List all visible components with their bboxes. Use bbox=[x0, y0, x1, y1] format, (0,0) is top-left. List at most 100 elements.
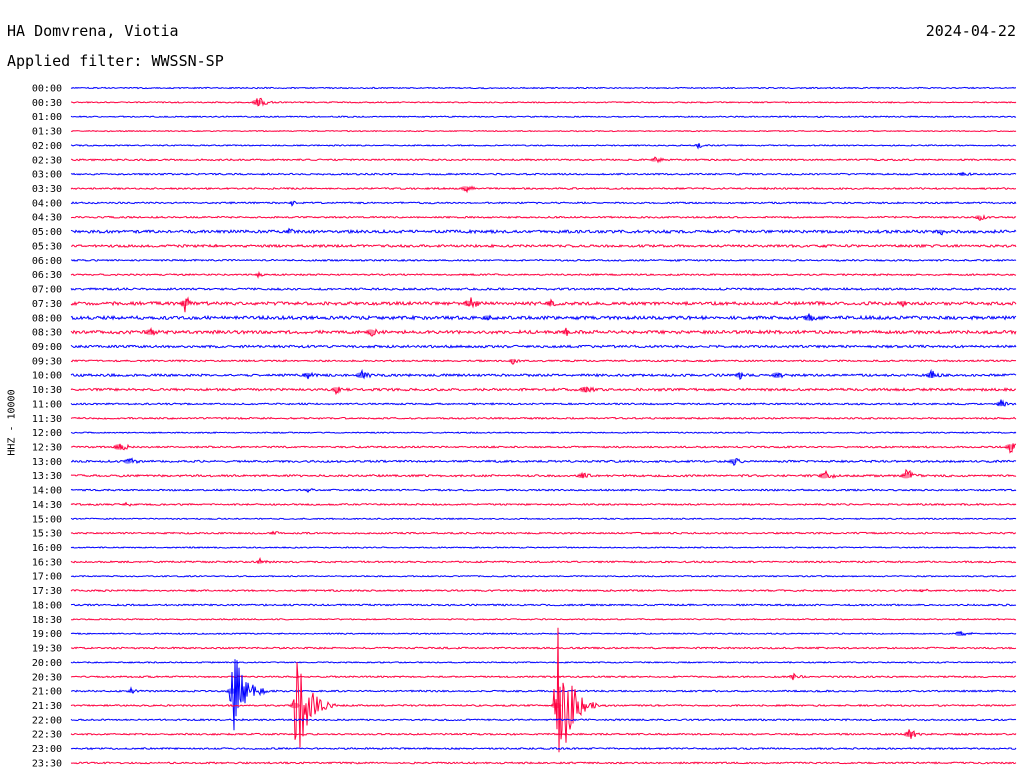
trace-row bbox=[70, 115, 1017, 119]
row-time-label: 15:30 bbox=[32, 529, 62, 540]
trace-row bbox=[70, 287, 1017, 291]
row-time-label: 17:00 bbox=[32, 572, 62, 583]
seismic-event-marker bbox=[974, 215, 982, 219]
seismic-event-marker bbox=[364, 329, 376, 335]
seismic-event-marker bbox=[650, 158, 658, 162]
row-time-label: 12:30 bbox=[32, 443, 62, 454]
row-time-label: 11:00 bbox=[32, 399, 62, 410]
seismic-event-marker bbox=[545, 301, 555, 306]
row-time-label: 03:00 bbox=[32, 170, 62, 181]
filter-label: Applied filter: WWSSN-SP bbox=[7, 52, 224, 70]
row-time-label: 00:30 bbox=[32, 98, 62, 109]
trace-row bbox=[71, 258, 1017, 263]
seismic-event-marker bbox=[144, 329, 156, 335]
trace-row bbox=[70, 214, 1017, 222]
row-time-label: 05:00 bbox=[32, 227, 62, 238]
seismic-event-marker bbox=[771, 372, 782, 378]
trace-row bbox=[70, 296, 1017, 313]
seismic-event-marker bbox=[561, 329, 570, 335]
row-time-label: 01:30 bbox=[32, 127, 62, 138]
seismic-event-marker bbox=[121, 503, 128, 506]
row-time-label: 05:30 bbox=[32, 241, 62, 252]
seismic-event-marker bbox=[995, 401, 1005, 407]
trace-row bbox=[70, 457, 1017, 467]
seismic-event-marker bbox=[304, 488, 310, 492]
row-time-label: 20:00 bbox=[32, 658, 62, 669]
row-time-label: 11:30 bbox=[32, 414, 62, 425]
seismic-event-marker bbox=[331, 387, 341, 392]
trace-row bbox=[70, 672, 1017, 681]
trace-row bbox=[70, 546, 1017, 549]
seismic-event-marker bbox=[918, 589, 925, 592]
seismic-event-marker bbox=[269, 531, 276, 535]
row-time-label: 04:00 bbox=[32, 198, 62, 209]
row-time-label: 08:30 bbox=[32, 328, 62, 339]
trace-row bbox=[70, 270, 1017, 279]
seismic-event-marker bbox=[898, 301, 908, 306]
trace-row bbox=[70, 588, 1017, 593]
seismic-event-marker bbox=[355, 372, 367, 378]
row-time-label: 14:00 bbox=[32, 486, 62, 497]
trace-row bbox=[70, 646, 1017, 650]
row-time-label: 20:30 bbox=[32, 672, 62, 683]
row-time-label: 19:00 bbox=[32, 629, 62, 640]
seismic-event-marker bbox=[256, 560, 264, 564]
trace-row bbox=[70, 661, 1017, 664]
seismic-event-marker bbox=[251, 99, 263, 106]
record-date: 2024-04-22 bbox=[925, 22, 1016, 40]
row-time-label: 23:00 bbox=[32, 744, 62, 755]
row-time-label: 21:00 bbox=[32, 687, 62, 698]
trace-row bbox=[70, 185, 1016, 194]
trace-row bbox=[70, 143, 1017, 150]
trace-row bbox=[70, 86, 1017, 90]
trace-row bbox=[70, 517, 1017, 521]
seismic-event-marker bbox=[925, 372, 937, 378]
seismic-event-marker bbox=[788, 675, 796, 679]
row-time-label: 10:30 bbox=[32, 385, 62, 396]
row-time-label: 18:30 bbox=[32, 615, 62, 626]
trace-row bbox=[70, 574, 1017, 578]
trace-row bbox=[70, 501, 1017, 507]
row-time-label: 00:00 bbox=[32, 84, 62, 95]
seismic-event-marker bbox=[958, 172, 967, 176]
row-time-label: 12:00 bbox=[32, 428, 62, 439]
row-time-label: 17:30 bbox=[32, 586, 62, 597]
trace-row bbox=[70, 386, 1017, 396]
seismic-event-marker bbox=[695, 144, 701, 147]
trace-row bbox=[70, 530, 1017, 535]
seismic-event-marker bbox=[1004, 444, 1016, 450]
trace-row bbox=[70, 313, 1017, 322]
seismic-event-marker bbox=[508, 359, 516, 363]
seismic-event-marker bbox=[302, 372, 312, 378]
trace-row bbox=[70, 358, 1017, 365]
row-time-label: 14:30 bbox=[32, 500, 62, 511]
trace-row bbox=[70, 746, 1017, 751]
seismic-event-marker bbox=[728, 459, 737, 464]
seismic-event-marker bbox=[936, 229, 945, 234]
trace-row bbox=[70, 729, 1017, 739]
seismic-event-marker bbox=[482, 315, 492, 321]
seismic-event-marker bbox=[127, 689, 135, 693]
trace-row bbox=[70, 431, 1017, 434]
seismic-event-marker bbox=[123, 459, 133, 464]
row-time-label: 16:00 bbox=[32, 543, 62, 554]
row-time-label: 09:30 bbox=[32, 356, 62, 367]
trace-row bbox=[70, 557, 1017, 565]
seismic-event-marker bbox=[288, 201, 295, 205]
row-time-label: 18:00 bbox=[32, 600, 62, 611]
trace-row bbox=[70, 156, 1017, 164]
row-time-label: 15:00 bbox=[32, 514, 62, 525]
row-time-label: 08:00 bbox=[32, 313, 62, 324]
seismic-event-marker bbox=[289, 702, 300, 709]
seismic-event-marker bbox=[954, 631, 964, 636]
row-time-label: 13:30 bbox=[32, 471, 62, 482]
station-title: HA Domvrena, Viotia bbox=[7, 22, 179, 40]
row-time-label: 19:30 bbox=[32, 644, 62, 655]
row-time-label: 23:30 bbox=[32, 758, 62, 769]
trace-row bbox=[70, 227, 1017, 236]
seismic-event-marker bbox=[576, 473, 586, 479]
seismic-event-marker bbox=[462, 300, 474, 307]
trace-row bbox=[70, 97, 1017, 107]
row-time-label: 01:00 bbox=[32, 112, 62, 123]
